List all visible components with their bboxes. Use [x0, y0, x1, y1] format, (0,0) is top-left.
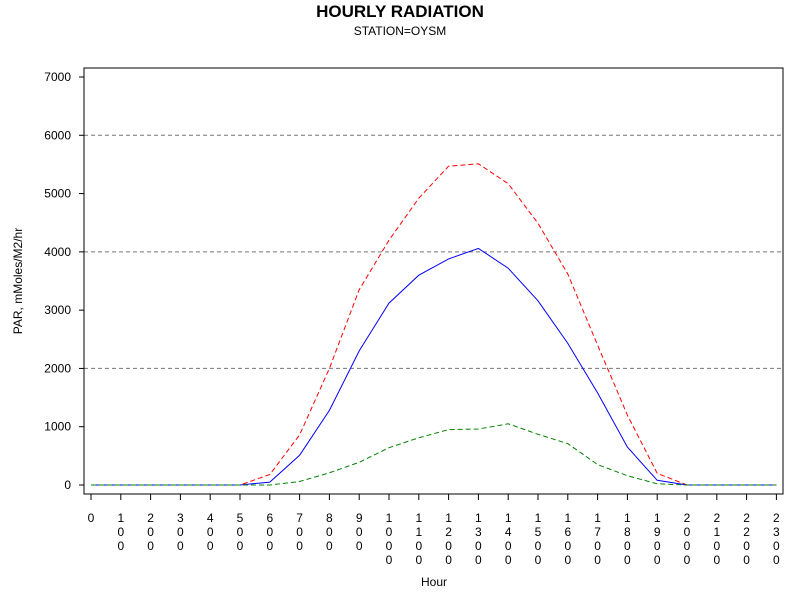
plot-frame: [83, 67, 784, 495]
series-line-3: [91, 423, 777, 486]
y-tick-label: 0: [64, 478, 71, 492]
x-axis-label: Hour: [421, 575, 447, 589]
series-layer: [91, 163, 777, 486]
x-axis: 0 1 0 0 2 0 0 3 0 0 4 0 0 5 0 0 6 0 0 7 0 0 8 0 0 9 0 0 1 0 0 0 1 1 0 0 1 2 0 0…: [88, 494, 780, 567]
y-tick-label: 4000: [44, 245, 71, 259]
y-tick-label: 7000: [44, 70, 71, 84]
y-axis: 0 1000 2000 3000 4000 5000 6000 7000: [44, 70, 84, 492]
x-tick-label: 0: [88, 511, 95, 525]
y-axis-label: PAR, mMoles/M2/hr: [11, 228, 25, 334]
series-line-2: [91, 247, 777, 486]
grid-layer: [84, 134, 783, 369]
y-tick-label: 3000: [44, 303, 71, 317]
y-tick-label: 6000: [44, 128, 71, 142]
y-tick-label: 5000: [44, 187, 71, 201]
y-tick-label: 1000: [44, 420, 71, 434]
series-line-1: [91, 163, 777, 486]
y-tick-label: 2000: [44, 361, 71, 375]
chart-title: HOURLY RADIATION: [316, 2, 484, 21]
chart-subtitle: STATION=OYSM: [354, 24, 447, 38]
